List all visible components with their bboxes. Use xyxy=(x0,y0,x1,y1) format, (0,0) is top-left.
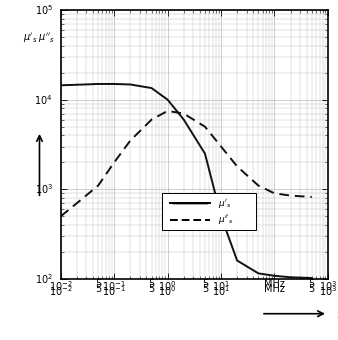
Text: 5: 5 xyxy=(95,284,101,294)
Text: $10^{-2}$: $10^{-2}$ xyxy=(49,279,73,293)
Text: 5: 5 xyxy=(202,279,208,289)
Text: 5: 5 xyxy=(309,284,315,294)
Text: $10^{1}$: $10^{1}$ xyxy=(212,284,230,298)
Text: $10^2$: $10^2$ xyxy=(35,272,53,286)
Text: $\mu'_s\;\mu''_s$: $\mu'_s\;\mu''_s$ xyxy=(23,32,55,45)
Text: $10^3$: $10^3$ xyxy=(319,279,337,293)
Text: $f$: $f$ xyxy=(336,308,338,320)
Text: $10^{-2}$: $10^{-2}$ xyxy=(49,284,73,298)
Bar xyxy=(162,193,256,231)
Text: 5: 5 xyxy=(148,284,155,294)
Text: $10^{-1}$: $10^{-1}$ xyxy=(102,284,126,298)
Text: $10^{1}$: $10^{1}$ xyxy=(212,279,230,293)
Text: 5: 5 xyxy=(95,279,101,289)
Text: 5: 5 xyxy=(148,279,155,289)
Text: $10^{0}$: $10^{0}$ xyxy=(159,284,177,298)
Text: MHz: MHz xyxy=(264,284,285,294)
Text: MHz: MHz xyxy=(264,279,285,289)
Text: $10^3$: $10^3$ xyxy=(319,284,337,298)
Text: $10^4$: $10^4$ xyxy=(34,93,53,107)
Text: 5: 5 xyxy=(309,279,315,289)
Text: 5: 5 xyxy=(202,284,208,294)
Text: $\mu'_s$: $\mu'_s$ xyxy=(218,197,232,210)
Text: $\mu''_s$: $\mu''_s$ xyxy=(218,214,234,226)
Text: $10^5$: $10^5$ xyxy=(34,3,53,17)
Text: $10^{0}$: $10^{0}$ xyxy=(159,279,177,293)
Text: $10^3$: $10^3$ xyxy=(34,182,53,196)
Text: $10^{-1}$: $10^{-1}$ xyxy=(102,279,126,293)
